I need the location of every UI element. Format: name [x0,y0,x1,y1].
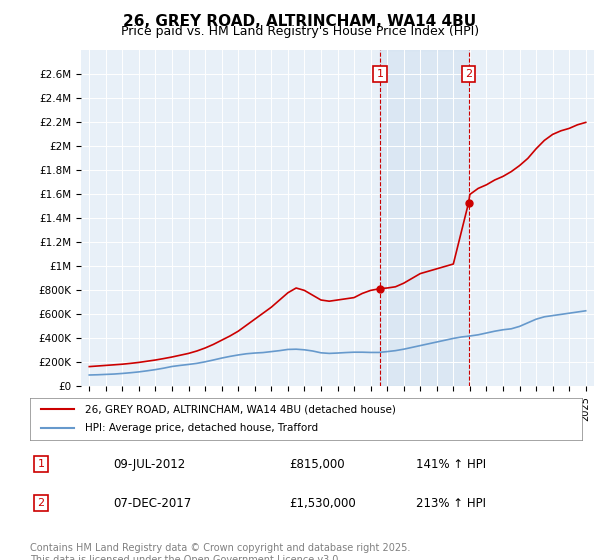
Text: 26, GREY ROAD, ALTRINCHAM, WA14 4BU (detached house): 26, GREY ROAD, ALTRINCHAM, WA14 4BU (det… [85,404,396,414]
Text: 07-DEC-2017: 07-DEC-2017 [113,497,191,510]
Text: £815,000: £815,000 [289,458,345,470]
Text: 1: 1 [38,459,44,469]
Text: Price paid vs. HM Land Registry's House Price Index (HPI): Price paid vs. HM Land Registry's House … [121,25,479,38]
Text: 1: 1 [377,69,383,79]
Text: HPI: Average price, detached house, Trafford: HPI: Average price, detached house, Traf… [85,423,319,433]
Text: 26, GREY ROAD, ALTRINCHAM, WA14 4BU: 26, GREY ROAD, ALTRINCHAM, WA14 4BU [124,14,476,29]
Text: 2: 2 [465,69,472,79]
Text: £1,530,000: £1,530,000 [289,497,356,510]
Text: Contains HM Land Registry data © Crown copyright and database right 2025.
This d: Contains HM Land Registry data © Crown c… [30,543,410,560]
Bar [380,50,469,386]
Text: 213% ↑ HPI: 213% ↑ HPI [416,497,487,510]
Text: 2: 2 [37,498,44,508]
Text: 09-JUL-2012: 09-JUL-2012 [113,458,185,470]
Text: 141% ↑ HPI: 141% ↑ HPI [416,458,487,470]
